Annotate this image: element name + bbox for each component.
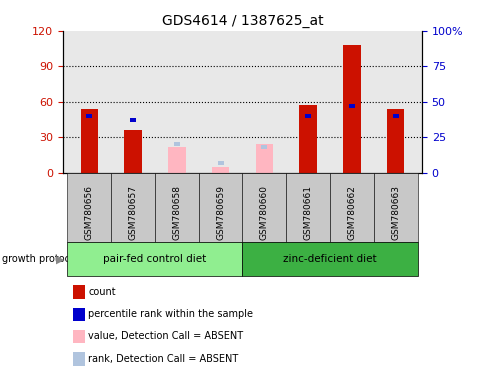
Text: GSM780657: GSM780657: [128, 185, 137, 240]
Text: GSM780656: GSM780656: [85, 185, 93, 240]
Text: GSM780663: GSM780663: [391, 185, 399, 240]
Bar: [304, 114, 311, 118]
Bar: [255, 144, 272, 173]
Text: count: count: [88, 287, 116, 297]
Bar: [86, 114, 92, 118]
Text: growth protocol: growth protocol: [2, 254, 79, 264]
Text: pair-fed control diet: pair-fed control diet: [103, 254, 206, 264]
Bar: [261, 145, 267, 149]
Bar: [212, 167, 229, 173]
Title: GDS4614 / 1387625_at: GDS4614 / 1387625_at: [161, 14, 323, 28]
Text: GSM780661: GSM780661: [303, 185, 312, 240]
Text: GSM780662: GSM780662: [347, 185, 356, 240]
Text: GSM780658: GSM780658: [172, 185, 181, 240]
Bar: [348, 104, 354, 108]
Text: GSM780660: GSM780660: [259, 185, 268, 240]
Bar: [80, 109, 98, 173]
Text: ▶: ▶: [56, 254, 64, 264]
Text: GSM780659: GSM780659: [216, 185, 225, 240]
Bar: [173, 142, 180, 146]
Bar: [386, 109, 404, 173]
Bar: [343, 45, 360, 173]
Bar: [217, 161, 223, 165]
Bar: [130, 118, 136, 122]
Bar: [392, 114, 398, 118]
Text: rank, Detection Call = ABSENT: rank, Detection Call = ABSENT: [88, 354, 238, 364]
Bar: [299, 105, 316, 173]
Bar: [168, 147, 185, 173]
Bar: [124, 130, 141, 173]
Text: percentile rank within the sample: percentile rank within the sample: [88, 309, 253, 319]
Text: value, Detection Call = ABSENT: value, Detection Call = ABSENT: [88, 331, 243, 341]
Text: zinc-deficient diet: zinc-deficient diet: [283, 254, 376, 264]
